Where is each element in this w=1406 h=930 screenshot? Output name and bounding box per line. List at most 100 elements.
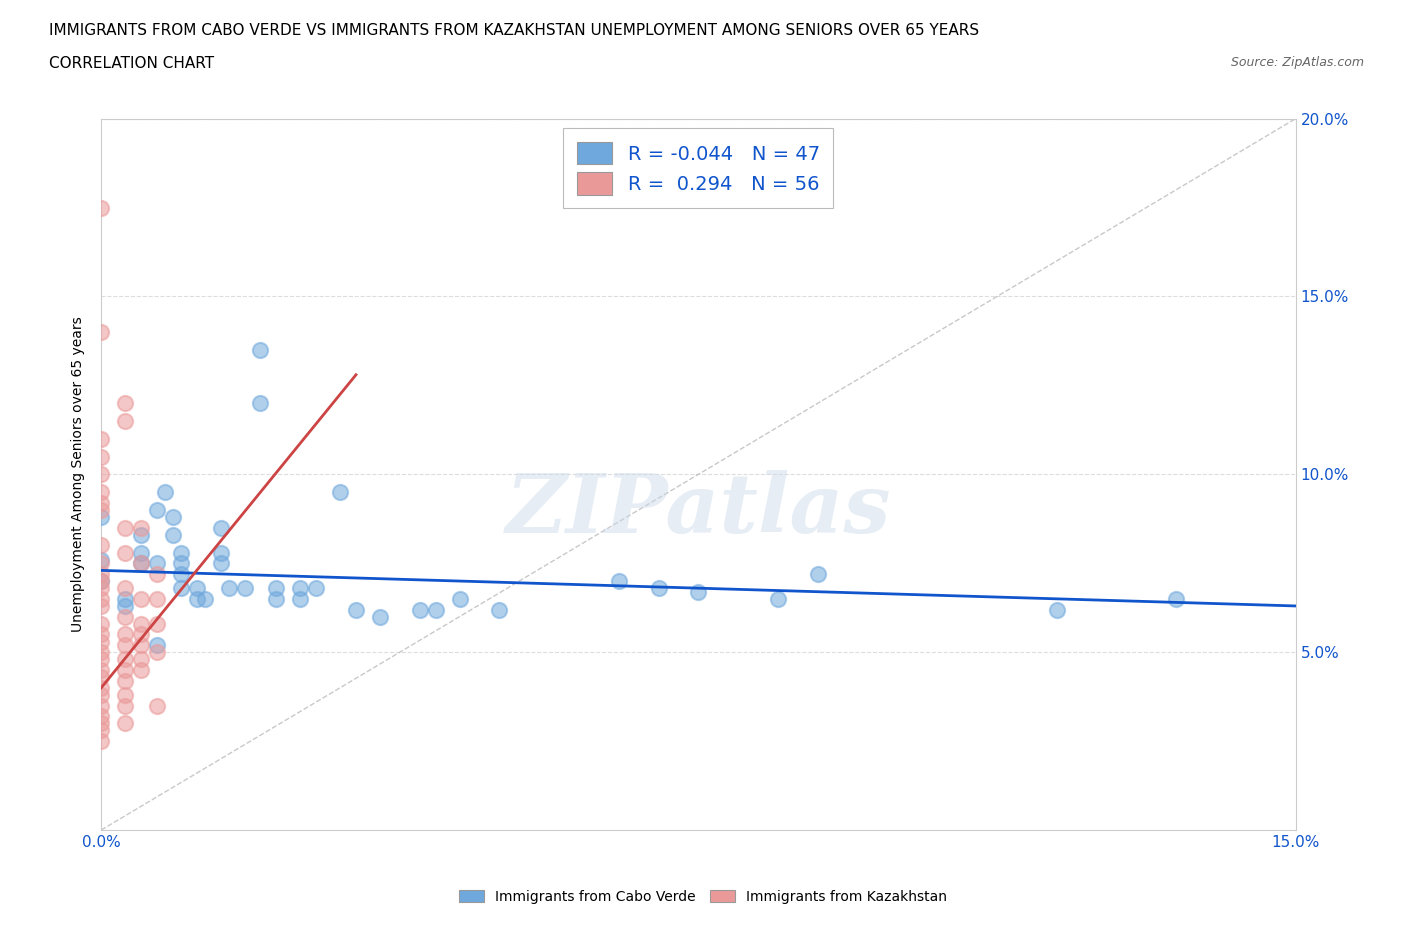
Point: [90, 734, 112, 749]
Point: [90, 662, 112, 677]
Point: [766, 591, 789, 606]
Point: [114, 662, 136, 677]
Point: [209, 545, 232, 560]
Point: [114, 638, 136, 653]
Point: [114, 520, 136, 535]
Point: [90, 698, 112, 713]
Point: [186, 580, 208, 595]
Point: [114, 609, 136, 624]
Point: [90, 716, 112, 731]
Point: [129, 662, 152, 677]
Point: [90, 502, 112, 517]
Point: [249, 396, 271, 411]
Point: [807, 566, 830, 581]
Text: Source: ZipAtlas.com: Source: ZipAtlas.com: [1230, 56, 1364, 69]
Point: [1166, 591, 1188, 606]
Point: [90, 591, 112, 606]
Point: [90, 496, 112, 511]
Point: [114, 673, 136, 688]
Point: [114, 591, 136, 606]
Point: [90, 627, 112, 642]
Point: [90, 432, 112, 446]
Point: [90, 449, 112, 464]
Point: [488, 602, 510, 617]
Point: [90, 644, 112, 659]
Point: [90, 485, 112, 499]
Point: [90, 200, 112, 215]
Point: [129, 556, 152, 571]
Point: [114, 545, 136, 560]
Point: [90, 325, 112, 339]
Point: [114, 698, 136, 713]
Point: [146, 644, 169, 659]
Point: [218, 580, 240, 595]
Point: [129, 527, 152, 542]
Point: [114, 687, 136, 702]
Point: [129, 556, 152, 571]
Text: ZIPatlas: ZIPatlas: [506, 470, 891, 550]
Legend: R = -0.044   N = 47, R =  0.294   N = 56: R = -0.044 N = 47, R = 0.294 N = 56: [564, 128, 834, 208]
Point: [266, 580, 288, 595]
Point: [146, 591, 169, 606]
Point: [409, 602, 432, 617]
Point: [90, 617, 112, 631]
Point: [90, 566, 112, 581]
Point: [90, 556, 112, 571]
Point: [647, 580, 669, 595]
Point: [194, 591, 217, 606]
Point: [329, 485, 352, 499]
Point: [146, 617, 169, 631]
Point: [90, 599, 112, 614]
Point: [90, 709, 112, 724]
Point: [290, 591, 312, 606]
Point: [170, 566, 193, 581]
Point: [90, 580, 112, 595]
Point: [114, 414, 136, 429]
Point: [153, 485, 176, 499]
Point: [146, 502, 169, 517]
Text: CORRELATION CHART: CORRELATION CHART: [49, 56, 214, 71]
Point: [170, 580, 193, 595]
Point: [162, 527, 184, 542]
Point: [233, 580, 256, 595]
Point: [90, 681, 112, 696]
Point: [344, 602, 367, 617]
Point: [1046, 602, 1069, 617]
Point: [129, 520, 152, 535]
Point: [114, 396, 136, 411]
Point: [90, 634, 112, 649]
Point: [209, 556, 232, 571]
Point: [209, 520, 232, 535]
Point: [266, 591, 288, 606]
Point: [90, 538, 112, 553]
Point: [90, 574, 112, 589]
Point: [688, 584, 710, 599]
Point: [146, 698, 169, 713]
Point: [249, 342, 271, 357]
Point: [449, 591, 471, 606]
Point: [129, 652, 152, 667]
Point: [146, 638, 169, 653]
Point: [90, 687, 112, 702]
Point: [146, 556, 169, 571]
Point: [186, 591, 208, 606]
Point: [90, 652, 112, 667]
Point: [146, 566, 169, 581]
Point: [90, 723, 112, 737]
Point: [305, 580, 328, 595]
Point: [368, 609, 391, 624]
Point: [162, 510, 184, 525]
Point: [129, 617, 152, 631]
Point: [129, 638, 152, 653]
Point: [114, 580, 136, 595]
Point: [129, 545, 152, 560]
Text: IMMIGRANTS FROM CABO VERDE VS IMMIGRANTS FROM KAZAKHSTAN UNEMPLOYMENT AMONG SENI: IMMIGRANTS FROM CABO VERDE VS IMMIGRANTS…: [49, 23, 980, 38]
Point: [170, 556, 193, 571]
Point: [129, 591, 152, 606]
Point: [170, 545, 193, 560]
Point: [90, 510, 112, 525]
Point: [114, 652, 136, 667]
Point: [90, 670, 112, 684]
Point: [90, 552, 112, 567]
Point: [90, 574, 112, 589]
